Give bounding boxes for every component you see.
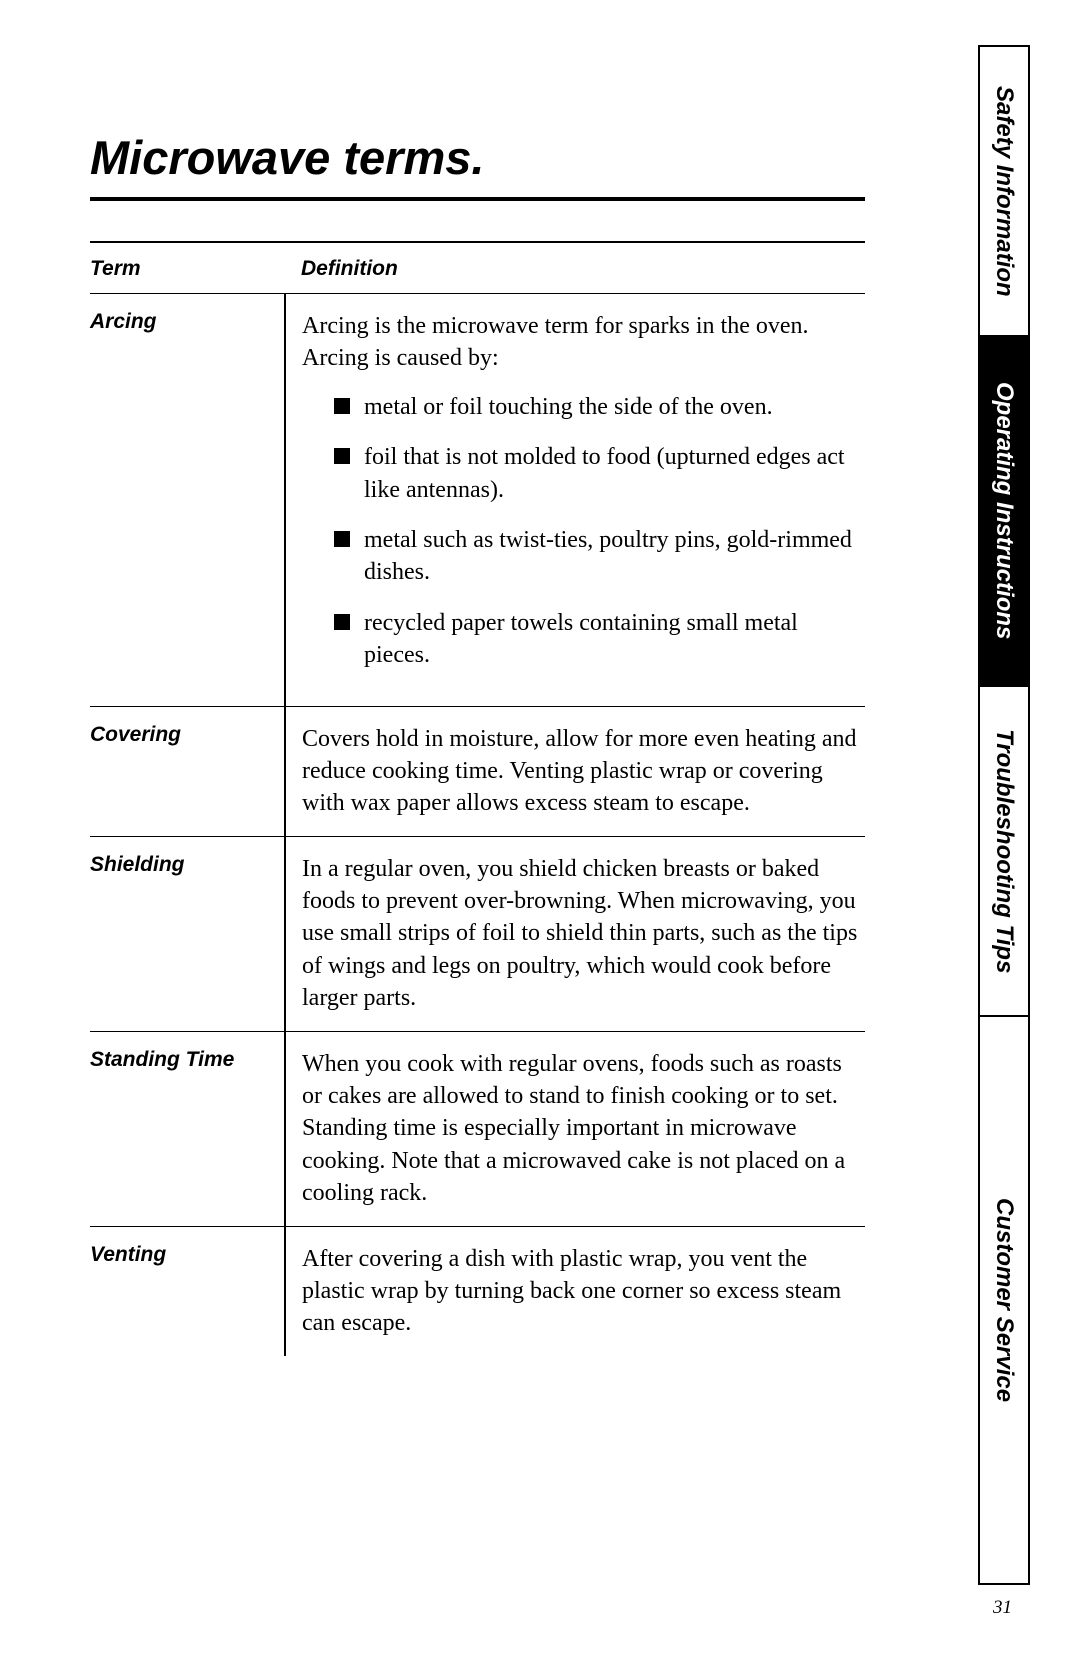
term-cell: Venting — [90, 1226, 285, 1356]
table-row: Covering Covers hold in moisture, allow … — [90, 706, 865, 836]
definition-cell: When you cook with regular ovens, foods … — [285, 1031, 865, 1226]
bullet-item: recycled paper towels containing small m… — [334, 607, 865, 672]
table-row: Venting After covering a dish with plast… — [90, 1226, 865, 1356]
column-header-definition: Definition — [285, 242, 865, 294]
tab-safety-information[interactable]: Safety Information — [980, 47, 1028, 337]
tab-label: Safety Information — [990, 86, 1018, 297]
tab-troubleshooting-tips[interactable]: Troubleshooting Tips — [980, 687, 1028, 1017]
table-row: Shielding In a regular oven, you shield … — [90, 836, 865, 1031]
tab-operating-instructions[interactable]: Operating Instructions — [980, 337, 1028, 687]
content-area: Microwave terms. Term Definition Arcing … — [90, 130, 865, 1356]
tab-label: Customer Service — [990, 1198, 1018, 1402]
title-rule — [90, 197, 865, 201]
bullet-list: metal or foil touching the side of the o… — [302, 391, 865, 672]
term-cell: Standing Time — [90, 1031, 285, 1226]
tab-label: Troubleshooting Tips — [990, 729, 1018, 973]
tab-label: Operating Instructions — [990, 382, 1018, 639]
term-cell: Covering — [90, 706, 285, 836]
column-header-term: Term — [90, 242, 285, 294]
page: Microwave terms. Term Definition Arcing … — [0, 0, 1080, 1669]
definition-cell: In a regular oven, you shield chicken br… — [285, 836, 865, 1031]
definition-cell: Covers hold in moisture, allow for more … — [285, 706, 865, 836]
tab-customer-service[interactable]: Customer Service — [980, 1017, 1028, 1583]
bullet-item: foil that is not molded to food (upturne… — [334, 441, 865, 506]
table-row: Standing Time When you cook with regular… — [90, 1031, 865, 1226]
definition-text: Arcing is the microwave term for sparks … — [302, 313, 809, 371]
bullet-item: metal or foil touching the side of the o… — [334, 391, 865, 423]
page-title: Microwave terms. — [90, 130, 865, 185]
page-number: 31 — [993, 1597, 1012, 1619]
definition-cell: After covering a dish with plastic wrap,… — [285, 1226, 865, 1356]
table-row: Arcing Arcing is the microwave term for … — [90, 294, 865, 707]
terms-table: Term Definition Arcing Arcing is the mic… — [90, 241, 865, 1356]
bullet-item: metal such as twist-ties, poultry pins, … — [334, 524, 865, 589]
section-tabs: Safety Information Operating Instruction… — [978, 45, 1030, 1585]
definition-cell: Arcing is the microwave term for sparks … — [285, 294, 865, 707]
term-cell: Arcing — [90, 294, 285, 707]
term-cell: Shielding — [90, 836, 285, 1031]
